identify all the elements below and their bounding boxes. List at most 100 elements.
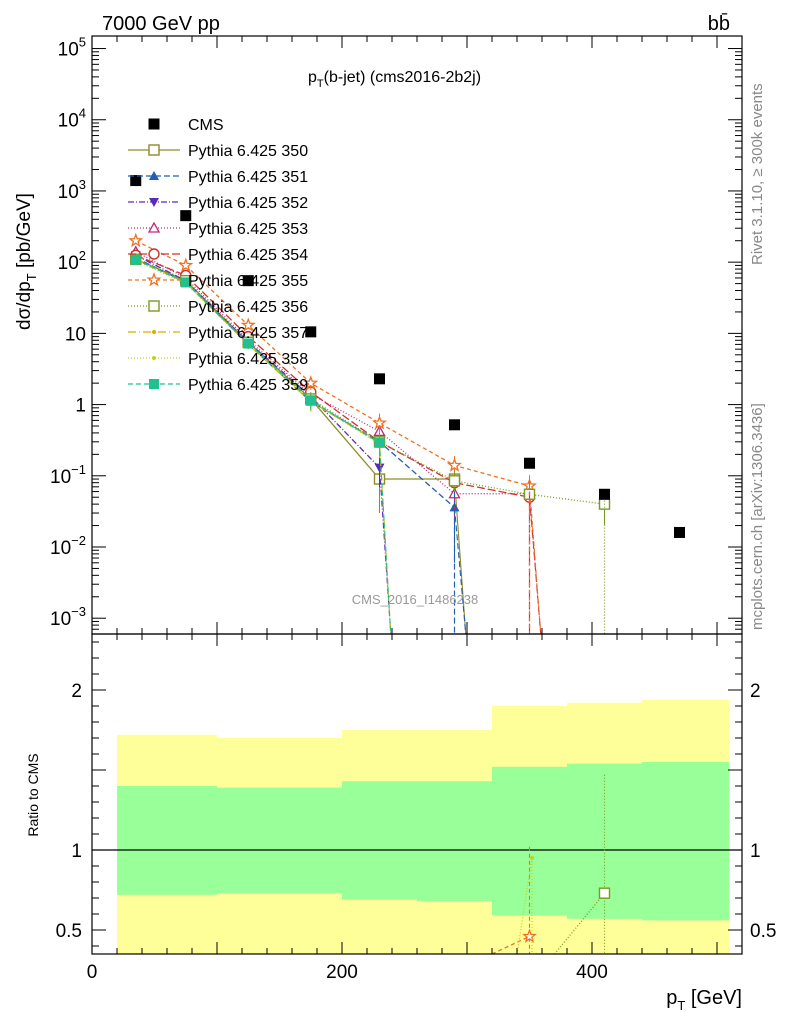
main-y-tick-label-exp: 4: [79, 106, 86, 121]
legend-marker: [148, 118, 160, 130]
legend-label: CMS: [188, 117, 224, 134]
legend-marker: [147, 221, 161, 233]
series-point: [305, 395, 316, 406]
legend-marker: [146, 272, 162, 287]
ratio-point: [522, 928, 537, 943]
ratio-series-line: [553, 892, 606, 955]
ratio-plot: 0 200 400 0.5 0.5 1 1 2 2 Ratio to CMS pT [GeV]: [25, 633, 776, 1013]
main-y-tick-label-base: 10: [58, 40, 79, 61]
main-y-tick-label-base: 10: [58, 253, 79, 274]
ratio-series-2: [553, 774, 611, 955]
data-point: [374, 373, 385, 385]
series-point: [374, 463, 385, 473]
legend-marker: [148, 248, 160, 260]
main-y-tick-label-exp: −3: [71, 604, 86, 619]
main-y-label-main: dσ/dp: [14, 281, 35, 330]
data-series-cms: [130, 175, 685, 538]
legend-label: Pythia 6.425 358: [188, 351, 308, 368]
series-point: [130, 254, 141, 265]
main-y-tick-label-base: 10: [50, 609, 71, 630]
legend-marker: [149, 171, 159, 180]
data-point: [305, 326, 317, 338]
ratio-y-tick-label: 1: [71, 841, 82, 862]
main-y-tick-label-exp: 5: [79, 35, 86, 50]
ratio-band-inner: [417, 781, 492, 902]
legend-entry-10: Pythia 6.425 359: [128, 377, 308, 394]
legend-label: Pythia 6.425 351: [188, 169, 308, 186]
main-y-tick-label-base: 10: [65, 324, 86, 345]
main-y-tick-label: 103: [58, 177, 86, 203]
data-point: [524, 457, 535, 469]
legend-entry-2: Pythia 6.425 351: [128, 169, 308, 186]
energy-label: 7000 GeV pp: [102, 13, 220, 35]
ratio-band-inner: [217, 787, 280, 894]
main-y-tick-label-base: 10: [50, 538, 71, 559]
series-point: [303, 375, 319, 390]
ratio-band-inner: [117, 786, 217, 895]
legend-label: Pythia 6.425 352: [188, 195, 308, 212]
x-axis-label-sub: T: [677, 998, 685, 1013]
legend-label: Pythia 6.425 359: [188, 377, 308, 394]
series-point: [243, 338, 254, 349]
plot-title-main: p: [308, 69, 317, 86]
x-axis-label-unit: [GeV]: [685, 987, 742, 1009]
ratio-y-tick-label: 2: [71, 681, 82, 702]
legend-label: Pythia 6.425 353: [188, 221, 308, 238]
series-line: [135, 258, 605, 505]
data-point: [449, 419, 460, 431]
main-y-tick-label: 10−3: [50, 604, 86, 630]
x-axis-label: pT [GeV]: [666, 987, 742, 1013]
legend-label: Pythia 6.425 356: [188, 299, 308, 316]
series-point: [240, 317, 256, 332]
legend-label: Pythia 6.425 357: [188, 325, 308, 342]
ratio-point: [598, 887, 611, 899]
x-tick-label: 400: [576, 962, 608, 983]
ratio-plot-content: [92, 699, 742, 955]
legend-entry-9: Pythia 6.425 358: [128, 351, 308, 368]
series-point: [178, 257, 194, 272]
legend-entry-8: Pythia 6.425 357: [128, 325, 308, 342]
series-drop-line: [528, 485, 542, 635]
legend-entry-4: Pythia 6.425 353: [128, 221, 308, 238]
ratio-plot-axes: 0 200 400 0.5 0.5 1 1 2 2: [56, 634, 776, 983]
legend-marker: [152, 356, 156, 360]
legend: CMS Pythia 6.425 350 Pythia 6.425 351 Pythi…: [128, 117, 308, 394]
series-line: [135, 259, 380, 444]
legend-label: Pythia 6.425 350: [188, 143, 308, 160]
x-tick-label: 0: [87, 962, 98, 983]
analysis-watermark: CMS_2016_I1486238: [352, 592, 479, 607]
ratio-band-inner: [492, 766, 567, 916]
plot-title-sub: T: [317, 78, 324, 90]
legend-label: Pythia 6.425 354: [188, 247, 308, 264]
main-y-tick-label-exp: −2: [71, 533, 86, 548]
series-point: [180, 277, 191, 288]
ratio-y-tick-label-right: 0.5: [750, 921, 776, 942]
legend-marker: [149, 379, 159, 389]
main-y-label: dσ/dpT [pb/GeV]: [14, 193, 39, 330]
data-point: [180, 210, 192, 222]
legend-marker: [148, 144, 160, 156]
main-y-tick-label: 104: [58, 106, 86, 132]
legend-label: Pythia 6.425 355: [188, 273, 308, 290]
main-y-tick-label: 10−2: [50, 533, 86, 559]
legend-marker: [148, 300, 160, 312]
series-point: [374, 437, 385, 448]
ratio-series-3: [516, 856, 534, 955]
legend-entry-1: Pythia 6.425 350: [128, 143, 308, 160]
plot-title-rest: (b-jet) (cms2016-2b2j): [324, 69, 481, 86]
main-y-tick-label: 10−1: [50, 462, 86, 488]
legend-entry-5: Pythia 6.425 354: [128, 247, 308, 264]
main-y-tick-label-exp: 2: [79, 248, 86, 263]
legend-entry-data: CMS: [148, 117, 224, 134]
ratio-y-label: Ratio to CMS: [25, 753, 41, 836]
main-y-tick-label-exp: −1: [71, 462, 86, 477]
x-axis-label-main: p: [666, 987, 677, 1009]
main-y-tick-label-base: 10: [58, 111, 79, 132]
main-y-label-sub: T: [24, 273, 39, 281]
plot-title: pT(b-jet) (cms2016-2b2j): [308, 69, 481, 90]
main-y-tick-label-exp: 3: [79, 177, 86, 192]
series-point: [448, 475, 461, 487]
